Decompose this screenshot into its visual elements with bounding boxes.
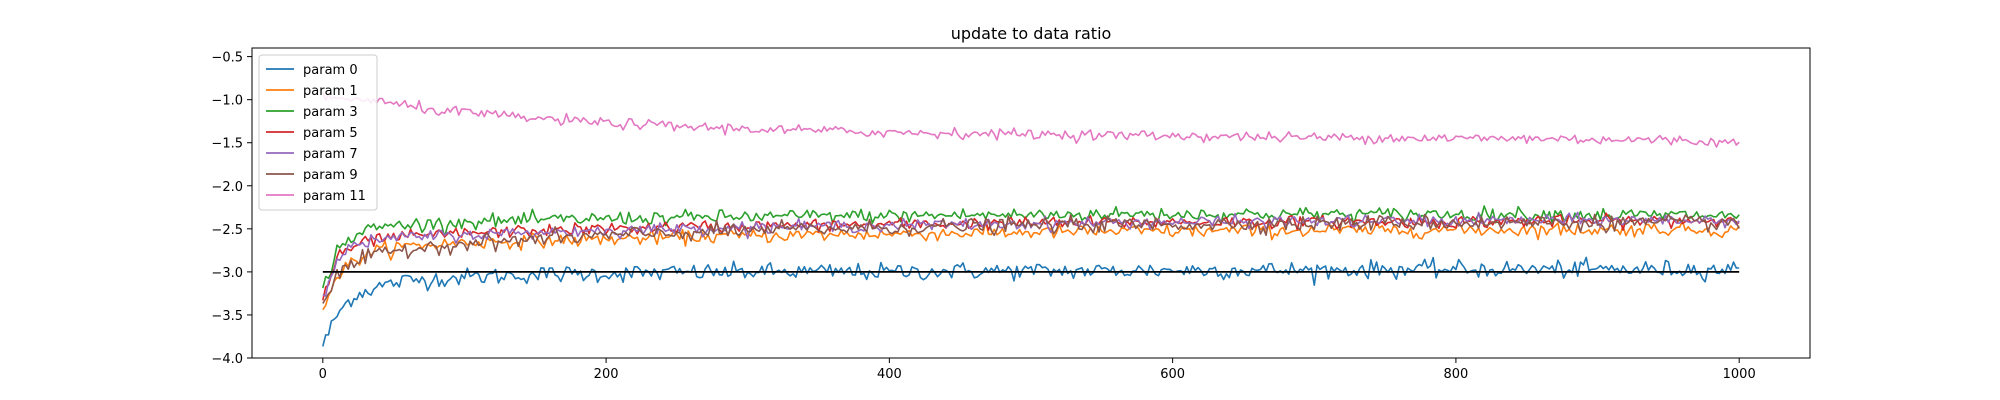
y-tick-label: −1.5 — [211, 137, 243, 152]
legend-label: param 0 — [303, 63, 358, 78]
y-tick-label: −4.0 — [211, 352, 243, 367]
plot-frame — [251, 47, 1811, 359]
x-tick-label: 600 — [1160, 367, 1185, 382]
legend-label: param 7 — [303, 147, 358, 162]
legend-label: param 3 — [303, 105, 358, 120]
series-line-param-7 — [322, 211, 1740, 297]
series-line-param-3 — [322, 205, 1740, 289]
legend-label: param 11 — [303, 189, 366, 204]
y-tick-label: −0.5 — [211, 51, 243, 66]
chart-title: update to data ratio — [951, 24, 1112, 43]
y-tick-label: −3.5 — [211, 309, 243, 324]
x-tick-label: 0 — [319, 367, 327, 382]
ticks: 0 200 400 600 800 1000 −4.0 −3.5 −3.0 −2.5 −2.0 −1.… — [211, 51, 1755, 382]
legend-label: param 9 — [303, 168, 358, 183]
x-tick-label: 200 — [594, 367, 619, 382]
x-tick-label: 1000 — [1723, 367, 1756, 382]
x-tick-label: 400 — [877, 367, 902, 382]
y-tick-label: −2.5 — [211, 223, 243, 238]
series-line-param-9 — [322, 213, 1740, 304]
y-tick-label: −2.0 — [211, 180, 243, 195]
axes — [251, 47, 1811, 359]
series-layer — [322, 92, 1740, 347]
legend-label: param 1 — [303, 84, 358, 99]
legend-label: param 5 — [303, 126, 358, 141]
legend-box — [258, 54, 378, 211]
legend: param 0 param 1 param 3 param 5 param 7 param… — [258, 54, 378, 211]
y-tick-label: −1.0 — [211, 94, 243, 109]
series-line-param-0 — [322, 256, 1740, 347]
y-tick-label: −3.0 — [211, 266, 243, 281]
series-line-param-11 — [322, 92, 1740, 148]
x-tick-label: 800 — [1443, 367, 1468, 382]
